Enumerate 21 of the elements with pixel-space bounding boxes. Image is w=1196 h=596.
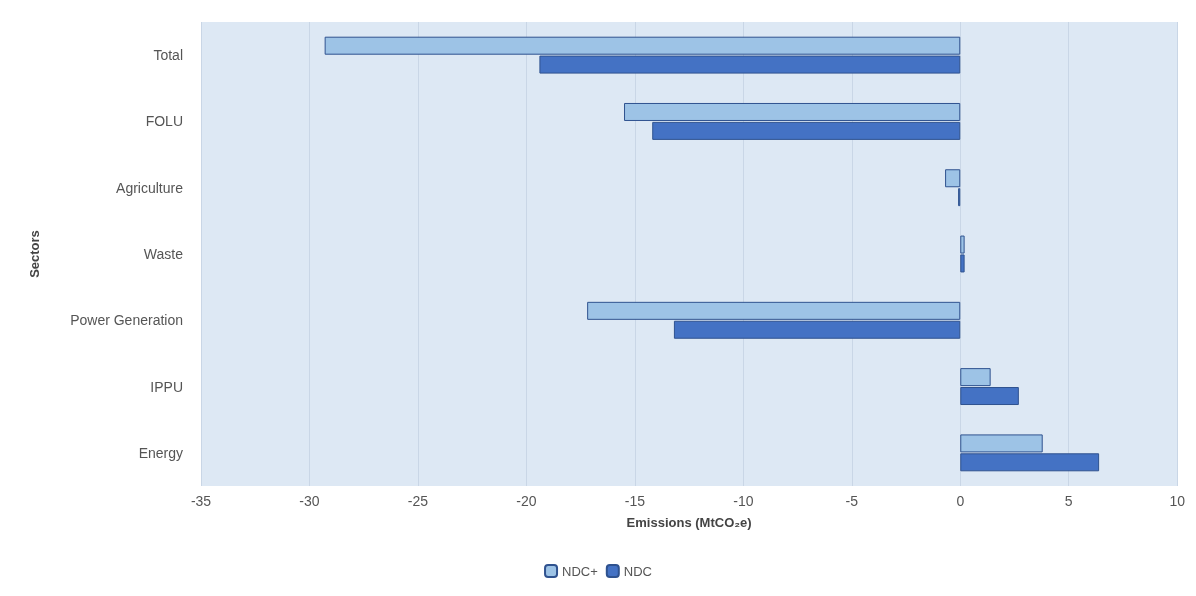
x-tick-label: -5 — [845, 493, 859, 509]
y-tick-label: FOLU — [145, 113, 183, 130]
y-tick-label: Total — [153, 47, 183, 64]
y-tick-label: Waste — [143, 246, 184, 262]
x-axis-title: Emissions (MtCO₂e) — [626, 515, 752, 530]
legend-label: NDC+ — [562, 563, 598, 579]
x-tick-label: -10 — [733, 493, 754, 509]
y-tick-label: Energy — [138, 444, 183, 461]
x-tick-label: -30 — [299, 493, 320, 509]
x-tick-label: 10 — [1169, 493, 1186, 509]
y-tick-label: Agriculture — [116, 179, 184, 196]
x-tick-label: -20 — [516, 493, 537, 509]
x-tick-label: 0 — [956, 493, 965, 509]
x-tick-label: -15 — [624, 493, 646, 509]
x-tick-label: 5 — [1064, 493, 1073, 509]
legend-label: NDC — [623, 563, 652, 579]
y-tick-label: IPPU — [150, 378, 183, 395]
x-tick-label: -25 — [407, 493, 429, 509]
y-tick-label: Power Generation — [70, 312, 183, 329]
y-axis-title: Sectors — [27, 230, 42, 278]
x-tick-label: -35 — [190, 493, 212, 509]
